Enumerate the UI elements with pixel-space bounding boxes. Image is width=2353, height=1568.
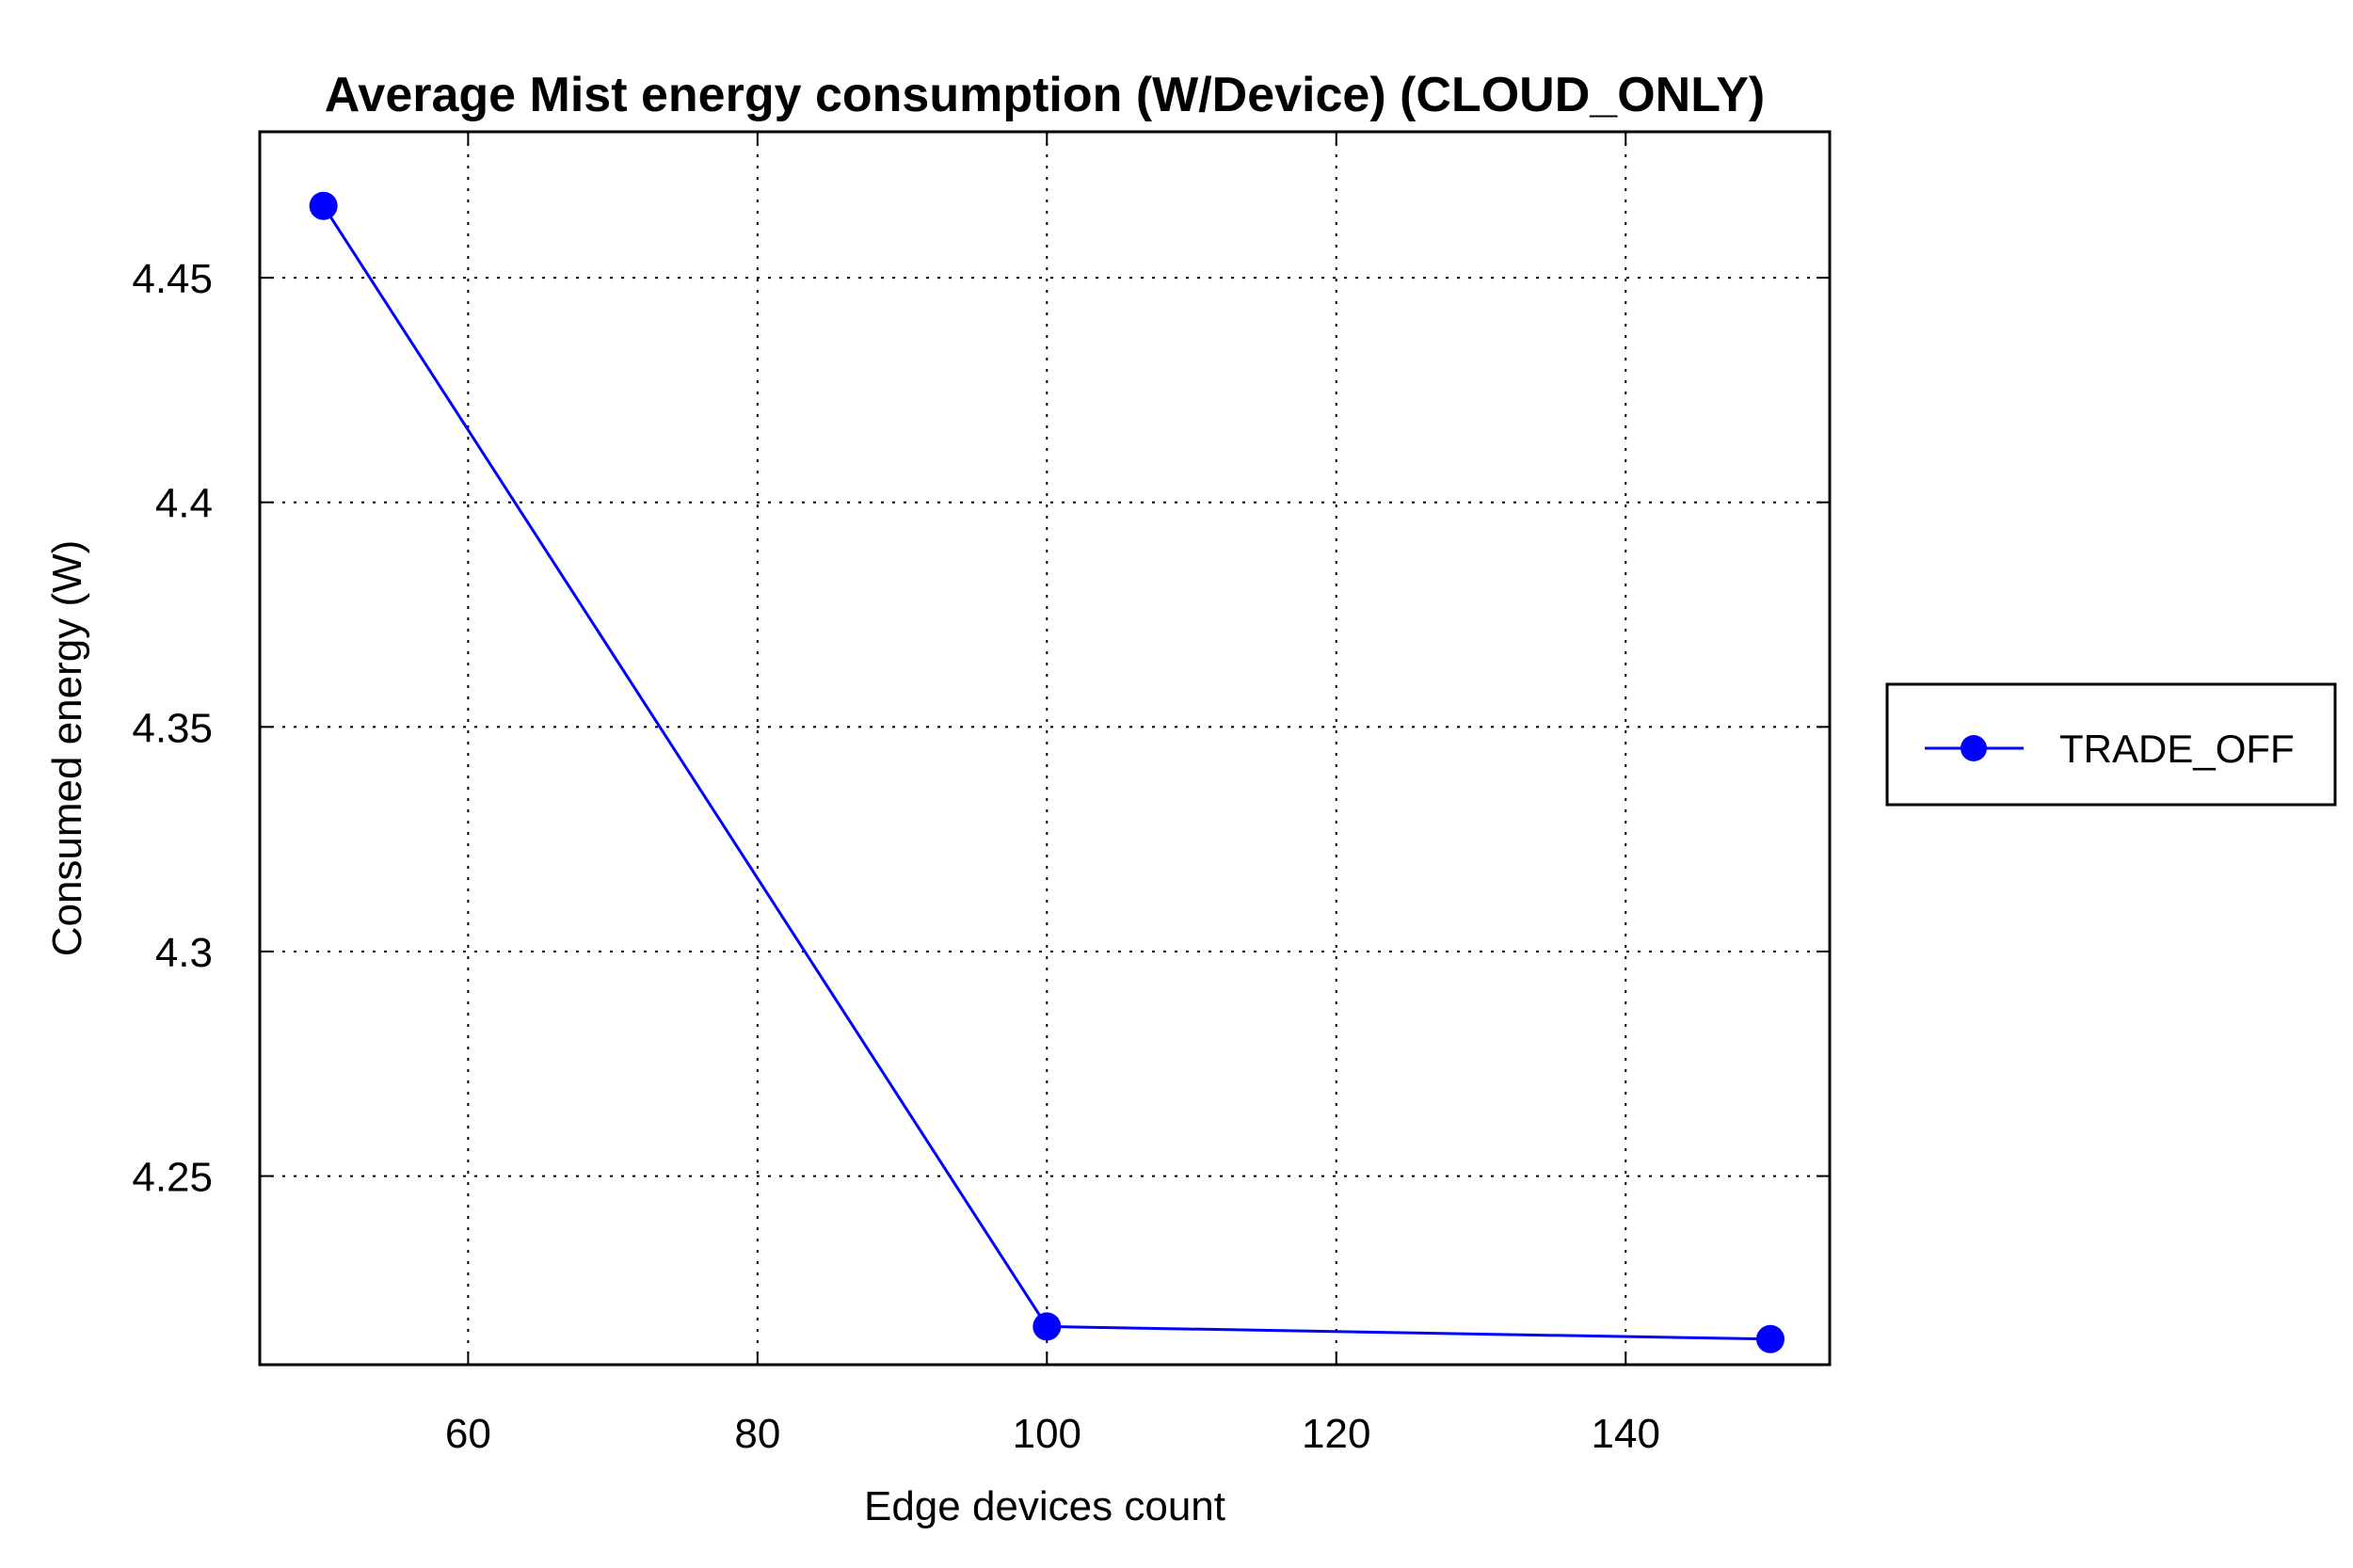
y-tick-label: 4.45 [132, 256, 213, 302]
y-tick-label: 4.35 [132, 705, 213, 751]
x-tick-label: 120 [1302, 1411, 1370, 1457]
data-point [309, 191, 338, 220]
x-tick-label: 100 [1013, 1411, 1081, 1457]
data-point [1032, 1312, 1062, 1341]
x-tick-labels: 60 80 100 120 140 [445, 1411, 1660, 1457]
y-tick-labels: 4.25 4.3 4.35 4.4 4.45 [132, 256, 213, 1200]
x-tick-label: 60 [445, 1411, 491, 1457]
y-axis-label: Consumed energy (W) [44, 540, 90, 957]
legend: TRADE_OFF [1885, 682, 2337, 807]
series-layer [309, 191, 1785, 1353]
data-point [1755, 1324, 1785, 1353]
y-tick-label: 4.4 [155, 481, 213, 527]
chart-title: Average Mist energy consumption (W/Devic… [325, 68, 1765, 122]
legend-marker-trade-off [1961, 735, 1987, 761]
legend-label-trade-off: TRADE_OFF [2059, 727, 2295, 771]
x-tick-label: 80 [734, 1411, 780, 1457]
x-axis-label: Edge devices count [864, 1483, 1225, 1529]
grid-lines [260, 132, 1830, 1365]
y-tick-label: 4.3 [155, 930, 213, 976]
y-tick-label: 4.25 [132, 1155, 213, 1201]
axis-ticks [260, 132, 1830, 1365]
plot-area [258, 130, 1832, 1367]
x-tick-label: 140 [1592, 1411, 1660, 1457]
